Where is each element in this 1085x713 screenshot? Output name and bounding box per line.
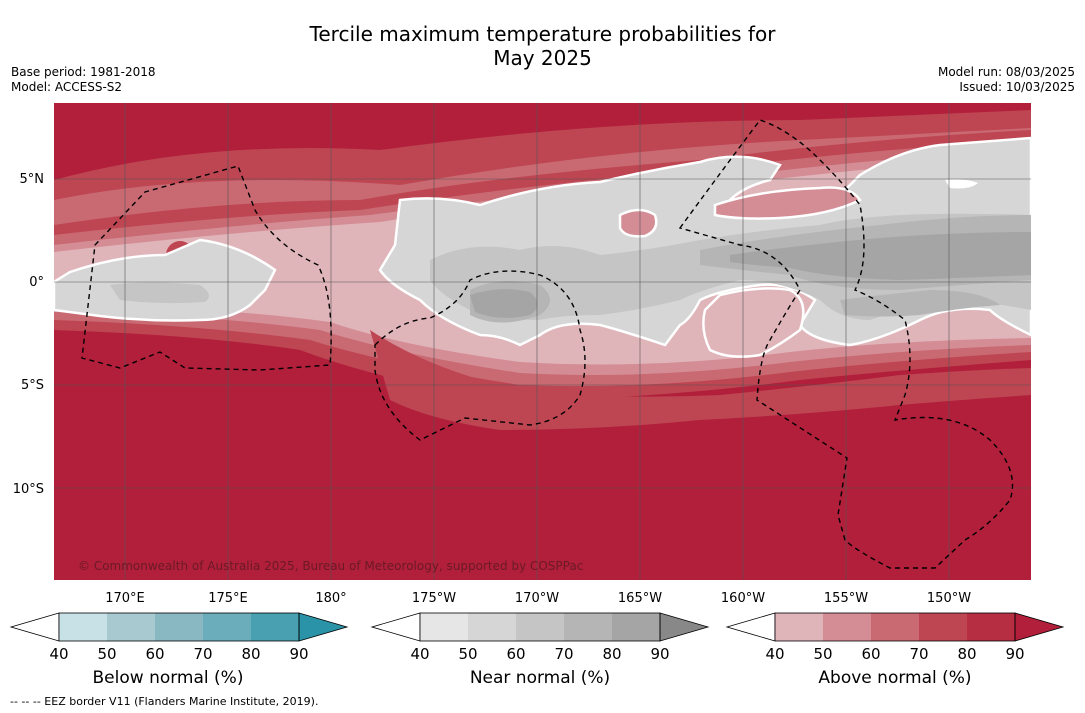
colorbar-tick-label: 80 xyxy=(602,645,621,663)
colorbar-tick-label: 90 xyxy=(1005,645,1024,663)
colorbar-tick-label: 70 xyxy=(909,645,928,663)
colorbar-tick-label: 60 xyxy=(145,645,164,663)
lon-label-175w: 175°W xyxy=(412,591,456,606)
issued-date: Issued: 10/03/2025 xyxy=(959,80,1075,94)
colorbar-segment xyxy=(871,613,919,641)
lat-label-5s: 5°S xyxy=(21,378,44,393)
colorbar-segment xyxy=(420,613,468,641)
near-60-west xyxy=(110,282,209,304)
lon-label-170w: 170°W xyxy=(515,591,559,606)
colorbar-above-normal: 40 50 60 70 80 90 xyxy=(725,612,1065,663)
meta-left: Base period: 1981-2018 Model: ACCESS-S2 xyxy=(11,65,156,95)
map-title-line1: Tercile maximum temperature probabilitie… xyxy=(309,22,776,46)
colorbar-extend-low xyxy=(725,612,776,642)
above-80-south-band xyxy=(370,330,1031,430)
colorbar-tick-label: 50 xyxy=(813,645,832,663)
above-patch-northeast xyxy=(713,186,862,220)
lon-label-150w: 150°W xyxy=(927,591,971,606)
colorbar-tick-label: 60 xyxy=(861,645,880,663)
meta-right: Model run: 08/03/2025 Issued: 10/03/2025 xyxy=(938,65,1075,95)
near-80-east xyxy=(730,232,1031,280)
colorbar-tick-label: 90 xyxy=(650,645,669,663)
colorbar-tick-label: 50 xyxy=(97,645,116,663)
lat-label-0: 0° xyxy=(29,275,44,290)
colorbar-frame xyxy=(774,612,1016,642)
colorbar-extend-low xyxy=(370,612,421,642)
colorbar-tick-label: 40 xyxy=(410,645,429,663)
colorbar-segment xyxy=(823,613,871,641)
colorbar-frame xyxy=(58,612,300,642)
lon-label-160w: 160°W xyxy=(721,591,765,606)
colorbar-segment xyxy=(564,613,612,641)
eez-border-east xyxy=(678,119,1014,569)
colorbar-tick-label: 50 xyxy=(458,645,477,663)
lon-label-175e: 175°E xyxy=(208,591,248,606)
colorbar-extend-low xyxy=(9,612,60,642)
model-name: Model: ACCESS-S2 xyxy=(11,80,123,94)
colorbar-title-near: Near normal (%) xyxy=(469,668,611,688)
colorbar-segment xyxy=(516,613,564,641)
colorbar-segment xyxy=(775,613,823,641)
colorbar-tick-label: 80 xyxy=(241,645,260,663)
eez-borders xyxy=(81,119,1014,569)
near-70-southeast xyxy=(840,290,1000,317)
near-normal-west xyxy=(54,238,277,322)
colorbar-segment xyxy=(612,613,660,641)
colorbar-title-above: Above normal (%) xyxy=(818,668,972,688)
lon-label-155w: 155°W xyxy=(824,591,868,606)
near-80-central xyxy=(470,289,538,318)
map-title-line2: May 2025 xyxy=(493,46,592,70)
above-patch-southcentral xyxy=(702,287,805,358)
lon-label-180: 180° xyxy=(315,591,346,606)
colorbar-tick-label: 90 xyxy=(289,645,308,663)
colorbar-segment xyxy=(155,613,203,641)
colorbar-extend-high xyxy=(659,612,710,642)
colorbar-tick-label: 40 xyxy=(49,645,68,663)
colorbar-title-below: Below normal (%) xyxy=(92,668,244,688)
above-patch-central xyxy=(618,208,658,238)
colorbar-tick-label: 80 xyxy=(957,645,976,663)
colorbar-tick-label: 60 xyxy=(506,645,525,663)
colorbar-near-normal: 40 50 60 70 80 90 xyxy=(370,612,710,663)
colorbar-extend-high xyxy=(298,612,349,642)
base-period: Base period: 1981-2018 xyxy=(11,65,156,79)
lat-label-5n: 5°N xyxy=(20,172,45,187)
colorbar-extend-high xyxy=(1014,612,1065,642)
colorbar-segment xyxy=(59,613,107,641)
lat-label-10s: 10°S xyxy=(13,482,44,497)
copyright-notice: © Commonwealth of Australia 2025, Bureau… xyxy=(78,559,584,573)
colorbar-segment xyxy=(203,613,251,641)
graticule xyxy=(54,103,1031,580)
colorbar-segment xyxy=(967,613,1015,641)
longitude-labels: 170°E 175°E 180° 175°W 170°W 165°W 160°W… xyxy=(105,591,971,606)
eez-border-west xyxy=(81,165,332,371)
colorbar-below-normal: 40 50 60 70 80 90 xyxy=(9,612,349,663)
latitude-labels: 5°N 0° 5°S 10°S xyxy=(13,172,44,497)
colorbar-frame xyxy=(419,612,661,642)
colorbar-segment xyxy=(107,613,155,641)
model-run: Model run: 08/03/2025 xyxy=(937,65,1075,79)
colorbar-segment xyxy=(468,613,516,641)
lon-label-170e: 170°E xyxy=(105,591,145,606)
colorbar-tick-label: 70 xyxy=(554,645,573,663)
colorbar-tick-label: 70 xyxy=(193,645,212,663)
lon-label-165w: 165°W xyxy=(618,591,662,606)
map-fill xyxy=(54,103,1031,580)
white-spot xyxy=(945,179,978,189)
colorbar-segment xyxy=(919,613,967,641)
colorbar-tick-label: 40 xyxy=(765,645,784,663)
eez-footnote: -- -- -- EEZ border V11 (Flanders Marine… xyxy=(10,695,319,708)
colorbar-segment xyxy=(251,613,299,641)
eez-border-central xyxy=(374,270,586,441)
